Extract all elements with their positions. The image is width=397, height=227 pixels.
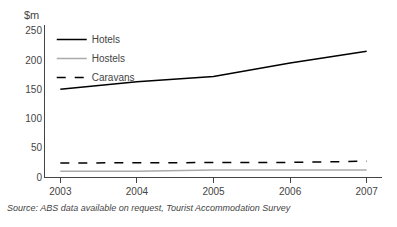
- svg-text:Hotels: Hotels: [92, 34, 120, 45]
- svg-text:2004: 2004: [126, 186, 149, 197]
- svg-text:2003: 2003: [49, 186, 72, 197]
- svg-text:Caravans: Caravans: [92, 72, 135, 83]
- svg-text:2006: 2006: [279, 186, 302, 197]
- svg-text:200: 200: [25, 55, 42, 66]
- svg-text:50: 50: [31, 142, 43, 153]
- svg-text:Hostels: Hostels: [92, 53, 125, 64]
- svg-text:250: 250: [25, 25, 42, 36]
- svg-text:Source: ABS data available on: Source: ABS data available on request, T…: [7, 203, 291, 213]
- svg-text:100: 100: [25, 113, 42, 124]
- svg-text:150: 150: [25, 84, 42, 95]
- svg-text:0: 0: [36, 172, 42, 183]
- svg-text:$m: $m: [24, 9, 39, 21]
- svg-text:2005: 2005: [202, 186, 225, 197]
- svg-text:2007: 2007: [356, 186, 379, 197]
